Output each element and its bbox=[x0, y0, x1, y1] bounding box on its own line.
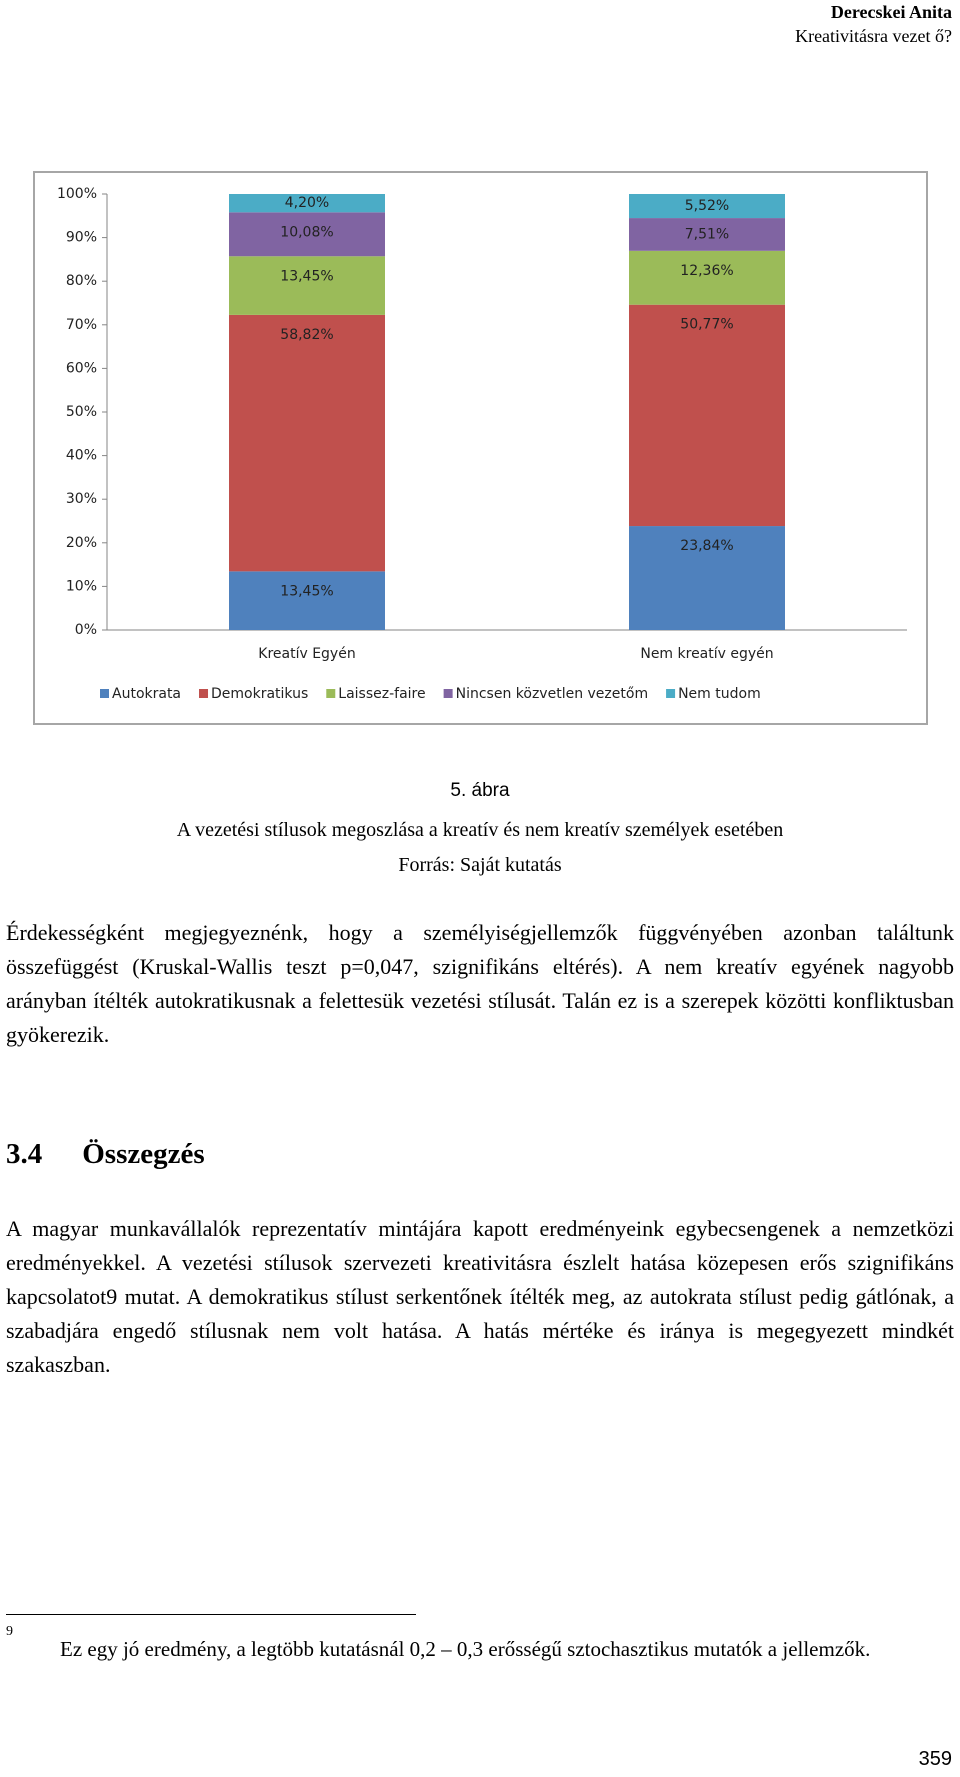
data-label: 13,45% bbox=[280, 268, 333, 284]
legend-swatch bbox=[666, 689, 676, 698]
legend-label: Demokratikus bbox=[211, 686, 308, 702]
legend-swatch bbox=[100, 689, 109, 698]
legend-swatch bbox=[326, 689, 336, 698]
y-tick-label: 90% bbox=[66, 230, 97, 246]
y-tick-label: 10% bbox=[66, 578, 97, 594]
data-label: 23,84% bbox=[680, 538, 733, 554]
legend-label: Laissez-faire bbox=[338, 686, 425, 702]
bar-segment bbox=[229, 212, 385, 257]
paragraph: A magyar munkavállalók reprezentatív min… bbox=[6, 1216, 954, 1377]
legend-swatch bbox=[443, 689, 453, 698]
legend-label: Nincsen közvetlen vezetőm bbox=[456, 686, 648, 702]
footnote-text: Ez egy jó eredmény, a legtöbb kutatásnál… bbox=[60, 1637, 871, 1661]
y-tick-label: 100% bbox=[57, 186, 97, 202]
bar-segment bbox=[629, 250, 785, 305]
data-label: 10,08% bbox=[280, 224, 333, 240]
bar-segment bbox=[229, 314, 385, 572]
section-number: 3.4 bbox=[6, 1138, 43, 1170]
y-tick-label: 20% bbox=[66, 535, 97, 551]
y-tick-label: 30% bbox=[66, 491, 97, 507]
y-tick-label: 70% bbox=[66, 317, 97, 333]
caption-title: A vezetési stílusok megoszlása a kreatív… bbox=[176, 819, 784, 841]
bar-segment bbox=[629, 218, 785, 251]
legend-label: Nem tudom bbox=[678, 686, 761, 702]
running-header: Derecskei Anita Kreativitásra vezet ő? bbox=[795, 0, 952, 48]
caption-number: 5. ábra bbox=[450, 780, 510, 801]
chart: 0% 10% 20% 30% 40% 50% 60% 70% 80% 90% 100% Kreatív… bbox=[33, 171, 928, 725]
data-label: 5,52% bbox=[685, 198, 729, 214]
y-tick-label: 80% bbox=[66, 273, 97, 289]
bar-segment bbox=[629, 526, 785, 630]
bar-segment bbox=[629, 304, 785, 527]
data-label: 12,36% bbox=[680, 263, 733, 279]
legend-swatch bbox=[199, 689, 209, 698]
data-label: 4,20% bbox=[285, 195, 329, 211]
x-tick-label: Nem kreatív egyén bbox=[640, 646, 773, 662]
y-tick-label: 50% bbox=[66, 404, 97, 420]
section-heading: 3.4 Összegzés bbox=[6, 1138, 205, 1171]
bar-segment bbox=[229, 571, 385, 630]
page-number: 359 bbox=[918, 1748, 952, 1770]
bar-segment bbox=[629, 194, 785, 219]
caption-source: Forrás: Saját kutatás bbox=[398, 854, 562, 876]
footnote-rule bbox=[6, 1614, 416, 1615]
section-title: Összegzés bbox=[82, 1138, 205, 1170]
paragraph: Érdekességként megjegyeznénk, hogy a sze… bbox=[6, 920, 954, 1047]
header-title: Kreativitásra vezet ő? bbox=[795, 26, 952, 46]
header-author: Derecskei Anita bbox=[830, 2, 952, 22]
data-label: 50,77% bbox=[680, 317, 733, 333]
data-label: 58,82% bbox=[280, 327, 333, 343]
footnote-number: 9 bbox=[6, 1624, 13, 1639]
x-tick-label: Kreatív Egyén bbox=[258, 646, 355, 662]
data-label: 13,45% bbox=[280, 583, 333, 599]
y-tick-label: 40% bbox=[66, 448, 97, 464]
bar-segment bbox=[229, 256, 385, 315]
legend-label: Autokrata bbox=[112, 686, 181, 702]
chart-frame bbox=[33, 171, 928, 725]
y-tick-label: 0% bbox=[75, 622, 97, 638]
y-tick-label: 60% bbox=[66, 360, 97, 376]
bar-segment bbox=[229, 194, 385, 213]
data-label: 7,51% bbox=[685, 226, 729, 242]
